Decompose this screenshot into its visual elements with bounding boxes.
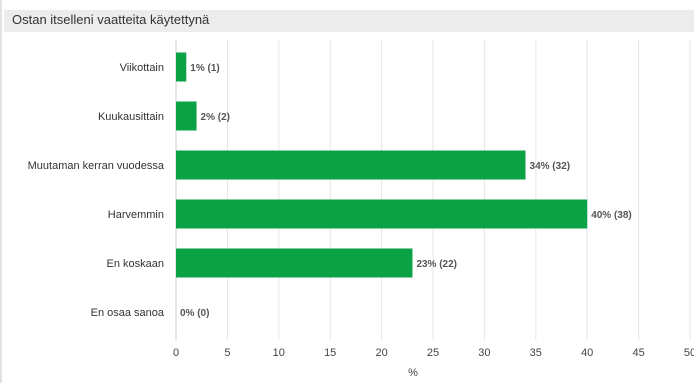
category-label-5: En osaa sanoa: [91, 307, 165, 319]
x-tick-label-45: 45: [632, 347, 644, 359]
x-tick-label-25: 25: [427, 347, 439, 359]
value-label-2: 34% (32): [530, 161, 571, 172]
x-tick-label-50: 50: [684, 347, 694, 359]
value-label-5: 0% (0): [180, 308, 209, 319]
chart-title: Ostan itselleni vaatteita käytettynä: [12, 12, 210, 27]
value-label-0: 1% (1): [190, 63, 219, 74]
x-tick-label-0: 0: [173, 347, 179, 359]
x-tick-label-30: 30: [478, 347, 490, 359]
category-label-2: Muutaman kerran vuodessa: [28, 160, 165, 172]
value-label-1: 2% (2): [201, 112, 230, 123]
value-label-3: 40% (38): [591, 210, 632, 221]
x-tick-label-5: 5: [224, 347, 230, 359]
x-tick-label-40: 40: [581, 347, 593, 359]
bars: [176, 52, 588, 278]
value-labels: 1% (1) 2% (2) 34% (32) 40% (38) 23% (22) 0% (…: [180, 63, 632, 319]
x-axis-ticks: 0 5 10 15 20 25 30 35 40 45 50: [173, 347, 694, 359]
category-labels: Viikottain Kuukausittain Muutaman kerran v…: [28, 62, 165, 319]
grid-lines: [175, 40, 691, 340]
bar-1[interactable]: [176, 101, 197, 131]
bar-2[interactable]: [176, 150, 526, 180]
chart-header: Ostan itselleni vaatteita käytettynä: [4, 10, 694, 32]
bar-3[interactable]: [176, 199, 588, 229]
category-label-4: En koskaan: [107, 258, 164, 270]
x-tick-label-15: 15: [324, 347, 336, 359]
category-label-3: Harvemmin: [108, 209, 164, 221]
x-tick-label-20: 20: [375, 347, 387, 359]
x-axis-title: %: [408, 367, 418, 379]
bar-0[interactable]: [176, 52, 187, 82]
x-tick-label-35: 35: [530, 347, 542, 359]
value-label-4: 23% (22): [416, 259, 457, 270]
bar-4[interactable]: [176, 248, 413, 278]
x-tick-label-10: 10: [273, 347, 285, 359]
category-label-0: Viikottain: [120, 62, 164, 74]
category-label-1: Kuukausittain: [98, 111, 164, 123]
